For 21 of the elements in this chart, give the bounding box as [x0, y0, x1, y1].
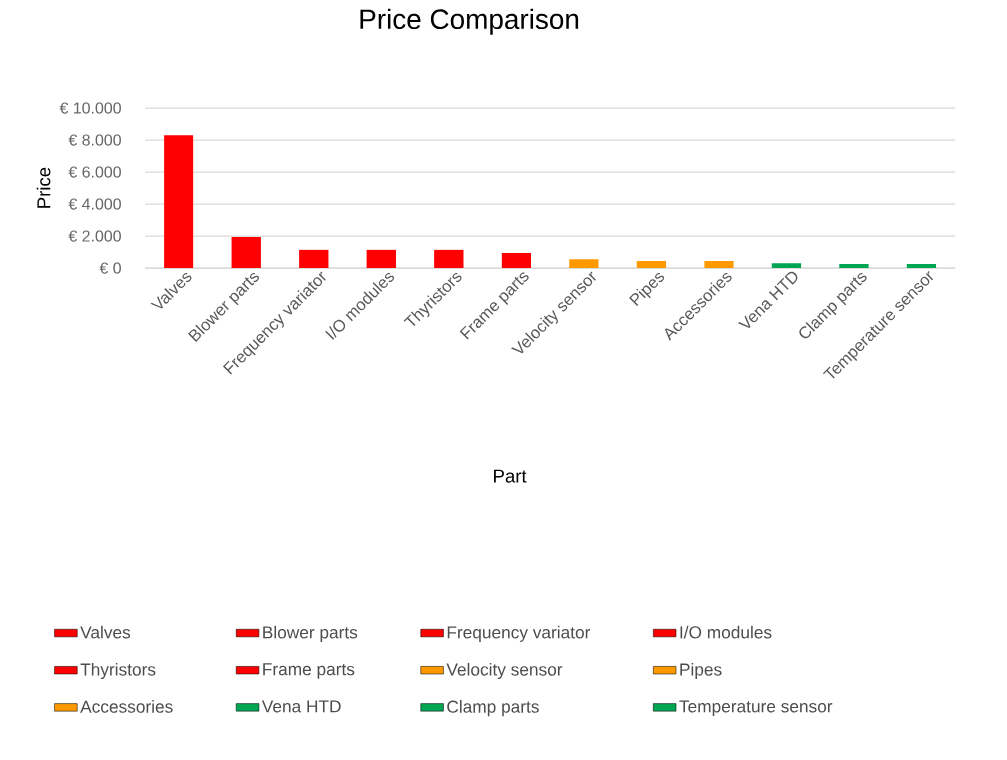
- legend-label: I/O modules: [680, 625, 772, 639]
- legend-label: Velocity sensor: [446, 662, 563, 679]
- legend-label: Frequency variator: [447, 625, 591, 642]
- y-tick-label: € 0: [99, 262, 121, 274]
- legend-label: Clamp parts: [447, 699, 539, 717]
- legend-label: Vena HTD: [261, 700, 341, 713]
- y-tick-label: € 6.000: [68, 166, 121, 178]
- y-tick-label: € 2.000: [68, 230, 121, 242]
- legend-label: Blower parts: [263, 625, 358, 642]
- y-tick-label: € 8.000: [68, 134, 121, 146]
- x-axis-title: Part: [494, 469, 527, 483]
- y-tick-label: € 10.000: [59, 102, 121, 114]
- legend-label: Valves: [80, 625, 131, 639]
- chart-title: Price Comparison: [360, 8, 579, 35]
- y-tick-label: € 4.000: [68, 198, 121, 210]
- legend-label: Frame parts: [263, 663, 355, 679]
- legend-label: Accessories: [80, 699, 173, 713]
- legend-label: Thyristors: [80, 662, 156, 679]
- y-axis-title: Price: [36, 167, 51, 208]
- legend-label: Pipes: [680, 662, 722, 679]
- legend-label: Temperature sensor: [679, 700, 833, 716]
